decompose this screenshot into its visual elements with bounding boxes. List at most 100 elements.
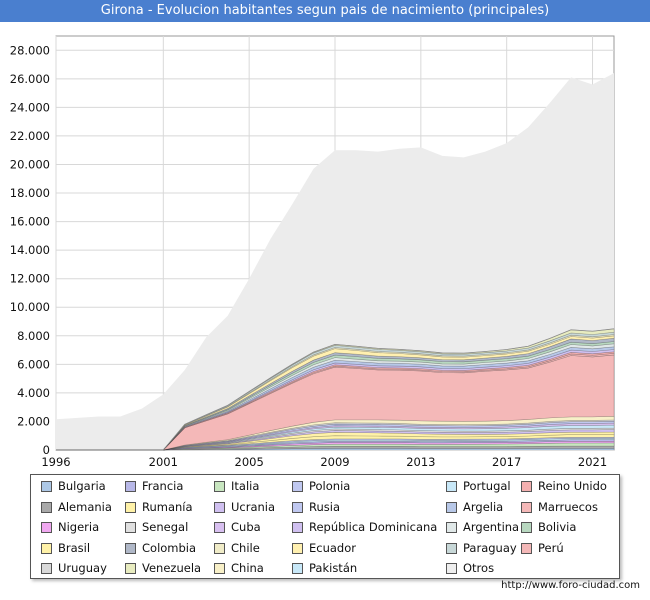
legend-item-ucrania: Ucrania [214,499,276,514]
stack-outline [56,328,615,451]
legend-label: Uruguay [58,561,107,575]
y-tick-label: 12.000 [10,272,50,286]
y-tick-label: 20.000 [10,157,50,171]
legend-label: Argelia [463,499,504,514]
legend-swatch [446,542,457,554]
legend-swatch [214,563,225,574]
legend-swatch [292,501,303,513]
area-francia [56,439,615,451]
legend-swatch [521,501,532,513]
y-tick-label: 16.000 [10,215,50,229]
legend-item-alemania: Alemania [41,499,112,514]
legend-label: Otros [463,561,495,575]
x-tick-label: 1996 [41,455,70,469]
legend-swatch [292,563,303,574]
legend-swatch [41,522,52,533]
legend-item-chile: Chile [214,540,260,555]
legend-item-bolivia: Bolivia [521,520,577,534]
legend-item-brasil: Brasil [41,540,91,555]
area-bolivia [56,341,615,451]
legend-item-argelia: Argelia [446,499,504,514]
legend-label: República Dominicana [309,520,438,534]
legend-label: Polonia [309,479,351,493]
legend-label: Ucrania [231,499,276,514]
legend-swatch [292,522,303,533]
area-series [56,73,615,451]
legend-label: China [231,561,264,575]
legend-item-francia: Francia [125,479,184,493]
legend-label: Nigeria [58,520,100,534]
legend-swatch [446,481,457,492]
y-tick-label: 14.000 [10,243,50,257]
legend-swatch [446,522,457,533]
y-tick-label: 18.000 [10,186,50,200]
legend-swatch [41,481,52,492]
legend-swatch [125,522,136,533]
legend-swatch [125,542,136,554]
legend-item-rusia: Rusia [292,500,340,514]
legend-label: Bulgaria [58,479,106,493]
y-axis: 0 2.000 4.000 6.000 8.000 10.000 12.000 14.000 1… [10,43,50,457]
legend-label: Venezuela [142,561,202,575]
y-tick-label: 26.000 [10,72,50,86]
legend-swatch [214,501,225,513]
legend-swatch [214,542,225,554]
area-bulgaria [56,448,615,451]
legend-swatch [446,501,457,513]
x-tick-label: 2021 [578,455,607,469]
x-tick-label: 2013 [406,455,435,469]
legend-item-polonia: Polonia [292,479,351,493]
legend-label: Brasil [58,540,91,555]
y-tick-label: 22.000 [10,129,50,143]
legend-label: Paraguay [463,540,517,555]
legend-label: Alemania [58,499,112,514]
legend-item-bulgaria: Bulgaria [41,479,106,493]
legend-label: Bolivia [538,520,577,534]
legend-item-china: China [214,561,264,575]
x-tick-label: 2001 [149,455,178,469]
legend-label: Pakistán [309,561,358,575]
legend-item-reino-unido: Reino Unido [521,479,607,493]
legend-item-rumania: Rumanía [125,499,193,514]
legend-swatch [125,563,136,574]
y-tick-label: 2.000 [17,414,50,428]
chart-title: Girona - Evolucion habitantes segun pais… [0,0,650,22]
area-argentina [56,343,615,451]
legend-label: Marruecos [538,499,598,514]
legend-swatch [521,481,532,492]
legend-label: Italia [231,479,260,493]
legend-swatch [521,522,532,533]
legend-label: Francia [142,479,184,493]
legend-label: Argentina [463,520,520,534]
x-tick-label: 2009 [320,455,349,469]
legend-swatch [41,563,52,574]
legend-swatch [125,481,136,492]
legend-swatch [292,481,303,492]
chart-plot: 0 2.000 4.000 6.000 8.000 10.000 12.000 14.000 1… [10,35,615,469]
legend-label: Chile [231,540,260,555]
legend-label: Senegal [142,520,189,534]
legend-swatch [41,542,52,554]
y-tick-label: 24.000 [10,100,50,114]
legend-item-pakistan: Pakistán [292,561,358,575]
legend-label: Rumanía [142,499,193,514]
legend-label: Reino Unido [538,479,607,493]
legend-item-peru: Perú [521,541,564,555]
legend-item-portugal: Portugal [446,479,511,493]
y-tick-label: 6.000 [17,357,50,371]
legend-item-argentina: Argentina [446,520,520,534]
legend-item-colombia: Colombia [125,541,196,555]
y-tick-label: 0 [43,443,50,457]
y-tick-label: 10.000 [10,300,50,314]
source-url[interactable]: http://www.foro-ciudad.com [501,580,640,591]
x-tick-label: 2017 [492,455,521,469]
legend-swatch [214,481,225,492]
legend-item-venezuela: Venezuela [125,561,202,575]
legend: Bulgaria Francia Italia Polonia Portugal Rein… [30,474,620,579]
legend-item-italia: Italia [214,479,260,493]
area-pakistan [56,424,615,451]
legend-item-marruecos: Marruecos [521,499,598,514]
legend-item-republica-dominicana: República Dominicana [292,520,438,534]
x-tick-label: 2005 [235,455,264,469]
area-senegal [56,427,615,451]
